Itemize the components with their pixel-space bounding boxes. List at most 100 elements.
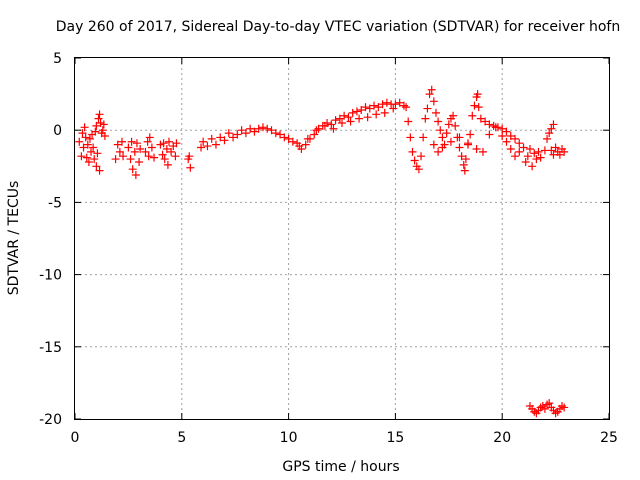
data-point: [115, 147, 124, 156]
data-point: [528, 162, 537, 171]
data-point: [207, 134, 216, 143]
x-axis-label: GPS time / hours: [282, 459, 399, 475]
data-point: [380, 108, 389, 117]
data-point: [355, 114, 364, 123]
data-point: [241, 129, 250, 138]
data-point: [335, 114, 344, 123]
data-point: [534, 147, 543, 156]
data-point: [547, 146, 556, 155]
data-point: [521, 157, 530, 166]
data-point: [82, 153, 91, 162]
data-point: [141, 147, 150, 156]
data-point: [545, 399, 554, 408]
data-point: [92, 162, 101, 171]
data-point: [87, 147, 96, 156]
data-point: [466, 130, 475, 139]
data-point: [303, 134, 312, 143]
data-point: [361, 103, 370, 112]
data-point: [506, 144, 515, 153]
data-point: [446, 137, 455, 146]
data-point: [540, 404, 549, 413]
data-point: [90, 155, 99, 164]
data-point: [89, 143, 98, 152]
data-point: [211, 140, 220, 149]
data-point: [79, 143, 88, 152]
data-point: [127, 137, 136, 146]
data-point: [186, 163, 195, 172]
data-point: [491, 123, 500, 132]
data-point: [427, 85, 436, 94]
chart-title: Day 260 of 2017, Sidereal Day-to-day VTE…: [56, 19, 620, 35]
data-point: [320, 121, 329, 130]
data-point: [111, 155, 120, 164]
y-axis-label: SDTVAR / TECUs: [6, 181, 22, 296]
data-point: [344, 113, 353, 122]
data-point: [391, 100, 400, 109]
data-point: [489, 121, 498, 130]
data-point: [185, 152, 194, 161]
data-point: [276, 130, 285, 139]
data-point: [117, 137, 126, 146]
data-point: [530, 149, 539, 158]
data-point: [472, 144, 481, 153]
data-point: [410, 156, 419, 165]
data-point: [478, 147, 487, 156]
data-point: [481, 117, 490, 126]
data-point: [470, 101, 479, 110]
data-point: [429, 140, 438, 149]
data-point: [346, 117, 355, 126]
data-point: [461, 155, 470, 164]
data-point: [312, 126, 321, 135]
data-point: [159, 139, 168, 148]
data-point: [389, 104, 398, 113]
y-tick-label: 5: [53, 51, 62, 67]
data-point: [372, 110, 381, 119]
data-point: [327, 120, 336, 129]
data-point: [100, 131, 109, 140]
y-tick-label: -5: [48, 195, 62, 211]
data-point: [135, 157, 144, 166]
data-point: [451, 121, 460, 130]
data-point: [406, 133, 415, 142]
data-point: [511, 152, 520, 161]
data-point: [382, 98, 391, 107]
x-tick-label: 15: [386, 430, 404, 446]
data-point: [434, 117, 443, 126]
data-point: [220, 136, 229, 145]
data-point: [519, 143, 528, 152]
data-point: [419, 133, 428, 142]
data-point: [408, 147, 417, 156]
data-point: [93, 149, 102, 158]
data-point: [310, 130, 319, 139]
data-point: [246, 124, 255, 133]
data-point: [92, 121, 101, 130]
data-point: [81, 133, 90, 142]
data-point: [502, 127, 511, 136]
data-point: [338, 118, 346, 127]
data-point: [363, 113, 372, 122]
axis-ticks: [74, 57, 610, 420]
data-point: [144, 152, 153, 161]
data-point: [357, 105, 366, 114]
tick-labels: 0 5 10 15 20 25 5 0 -5 -10 -15 -20: [39, 51, 618, 446]
data-point: [560, 403, 569, 412]
data-point: [455, 133, 464, 142]
data-point: [464, 139, 473, 148]
data-point: [370, 101, 379, 110]
data-points: [75, 85, 569, 418]
data-point: [254, 124, 263, 133]
data-point: [515, 147, 524, 156]
data-point: [523, 152, 532, 161]
data-point: [331, 116, 340, 125]
data-point: [506, 131, 515, 140]
data-point: [95, 166, 104, 175]
data-point: [258, 123, 267, 132]
data-point: [502, 137, 511, 146]
data-point: [444, 120, 453, 129]
data-point: [545, 129, 554, 138]
x-tick-label: 5: [177, 430, 186, 446]
data-point: [203, 142, 212, 151]
data-point: [83, 140, 92, 149]
data-point: [145, 133, 154, 142]
